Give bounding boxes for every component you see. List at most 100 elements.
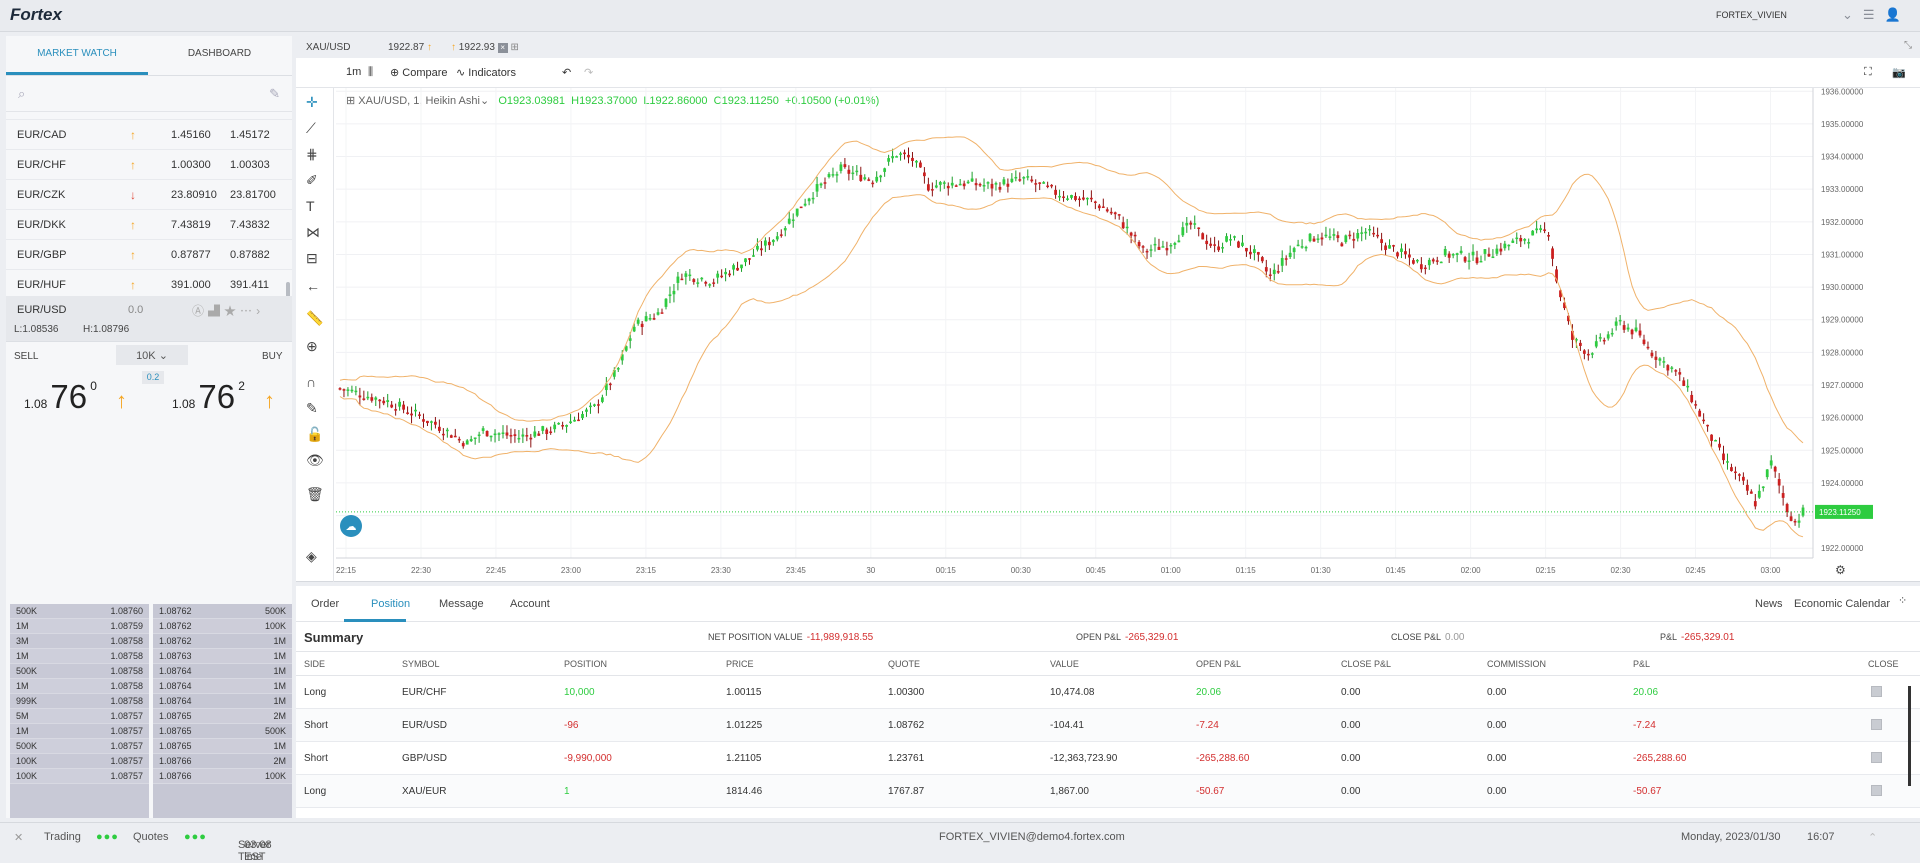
trash-icon[interactable]: 🗑 (306, 486, 324, 502)
watchlist-bid[interactable]: 391.000 (171, 279, 211, 291)
column-header[interactable]: POSITION (564, 659, 608, 669)
watchlist-scrollbar[interactable] (286, 282, 290, 296)
position-row[interactable]: Short EUR/USD -96 1.01225 1.08762 -104.41 -7.2… (296, 709, 1920, 742)
order-book-bid-row[interactable]: 500K 1.08757 (10, 739, 149, 754)
grid-menu-icon[interactable]: ⁘ (1898, 595, 1908, 607)
watchlist-bid[interactable]: 1.00300 (171, 159, 211, 171)
order-book-ask-row[interactable]: 1.08764 1M (153, 694, 292, 709)
buy-price-button[interactable]: 1.08 76 2 (172, 378, 245, 416)
watchlist-bid[interactable]: 1.45160 (171, 129, 211, 141)
order-book-bid-row[interactable]: 500K 1.08758 (10, 664, 149, 679)
column-header[interactable]: OPEN P&L (1196, 659, 1242, 669)
close-position-icon[interactable] (1871, 719, 1882, 730)
fib-icon[interactable]: ⋕ (306, 146, 318, 162)
column-header[interactable]: CLOSE P&L (1341, 659, 1392, 669)
eye-icon[interactable]: 👁 (306, 452, 324, 468)
redo-icon[interactable]: ↷ (584, 67, 594, 79)
layers-icon[interactable]: ◈ (306, 548, 317, 564)
watchlist-ask[interactable]: 0.87882 (230, 249, 270, 261)
lock-icon[interactable]: 🔓 (306, 426, 324, 442)
watchlist-row[interactable]: EUR/GBP ↑ 0.87877 0.87882 (6, 240, 292, 270)
chevron-up-icon[interactable]: ⌃ (1868, 832, 1878, 844)
sell-price-button[interactable]: 1.08 76 0 (24, 378, 97, 416)
watchlist-row[interactable]: EUR/CHF ↑ 1.00300 1.00303 (6, 150, 292, 180)
watchlist-row[interactable]: EUR/AUD↑1.537071.53716 (6, 112, 292, 120)
camera-icon[interactable]: 📷 (1892, 67, 1906, 79)
back-arrow-icon[interactable]: ← (306, 278, 320, 294)
position-row[interactable]: Long XAU/EUR 1 1814.46 1767.87 1,867.00 -50.67… (296, 775, 1920, 808)
news-link[interactable]: News (1755, 598, 1783, 610)
close-tab-icon[interactable]: × (497, 43, 508, 53)
order-book-bid-row[interactable]: 100K 1.08757 (10, 769, 149, 784)
user-name[interactable]: FORTEX_VIVIEN (1716, 10, 1787, 20)
order-book-bid-row[interactable]: 100K 1.08757 (10, 754, 149, 769)
text-icon[interactable]: T (306, 198, 315, 214)
chevron-right-icon[interactable]: › (256, 304, 265, 318)
order-book-bid-row[interactable]: 500K 1.08760 (10, 604, 149, 619)
crosshair-icon[interactable]: ✛ (306, 94, 318, 110)
order-book-ask-row[interactable]: 1.08764 1M (153, 679, 292, 694)
chevron-down-icon[interactable]: ⌄ (1842, 7, 1853, 22)
settings-gear-icon[interactable]: ⚙ (1835, 563, 1846, 577)
search-icon[interactable]: ⌕ (18, 85, 26, 101)
order-book-bid-row[interactable]: 5M 1.08757 (10, 709, 149, 724)
lot-size-select[interactable]: 10K ⌄ (116, 345, 188, 365)
order-book-ask-row[interactable]: 1.08762 1M (153, 634, 292, 649)
order-book-ask-row[interactable]: 1.08766 100K (153, 769, 292, 784)
close-position-icon[interactable] (1871, 752, 1882, 763)
legend-symbol[interactable]: XAU/USD, 1, Heikin Ashi (358, 95, 480, 107)
order-book-ask-row[interactable]: 1.08765 500K (153, 724, 292, 739)
tab-message[interactable]: Message (439, 598, 484, 610)
star-icon[interactable]: ★ (224, 304, 241, 318)
close-position-icon[interactable] (1871, 785, 1882, 796)
column-header[interactable]: PRICE (726, 659, 754, 669)
watchlist-ask[interactable]: 23.81700 (230, 189, 276, 201)
column-header[interactable]: SIDE (304, 659, 326, 669)
column-header[interactable]: CLOSE (1868, 659, 1899, 669)
add-tab-icon[interactable]: ⊞ (510, 42, 519, 53)
tab-dashboard[interactable]: DASHBOARD (148, 36, 291, 75)
order-book-bid-row[interactable]: 3M 1.08758 (10, 634, 149, 649)
column-header[interactable]: VALUE (1050, 659, 1079, 669)
trendline-icon[interactable]: ⟋ (306, 120, 316, 136)
interval-button[interactable]: 1m (346, 66, 362, 78)
watchlist-bid[interactable]: 23.80910 (171, 189, 217, 201)
watchlist-row[interactable]: EUR/HUF ↑ 391.000 391.411 (6, 270, 292, 296)
order-book-bid-row[interactable]: 1M 1.08759 (10, 619, 149, 634)
order-book-bid-row[interactable]: 1M 1.08757 (10, 724, 149, 739)
expand-panel-icon[interactable]: ⤡ (1904, 40, 1912, 51)
order-book-bid-row[interactable]: 1M 1.08758 (10, 649, 149, 664)
tab-account[interactable]: Account (510, 598, 550, 610)
column-header[interactable]: QUOTE (888, 659, 921, 669)
watchlist-ask[interactable]: 7.43832 (230, 219, 270, 231)
position-row[interactable]: Long EUR/CHF 10,000 1.00115 1.00300 10,474.08… (296, 676, 1920, 709)
pattern-icon[interactable]: ⋈ (306, 224, 320, 240)
order-book-ask-row[interactable]: 1.08766 2M (153, 754, 292, 769)
prediction-icon[interactable]: ⊟ (306, 250, 318, 266)
tab-market-watch[interactable]: MARKET WATCH (6, 36, 148, 75)
fullscreen-icon[interactable]: ⛶ (1864, 66, 1872, 78)
watchlist-row[interactable]: EUR/DKK ↑ 7.43819 7.43832 (6, 210, 292, 240)
user-icon[interactable]: 👤 (1884, 7, 1901, 22)
order-book-bid-row[interactable]: 999K 1.08758 (10, 694, 149, 709)
zoom-in-icon[interactable]: ⊕ (306, 338, 318, 354)
alert-icon[interactable]: Ⓐ (192, 304, 209, 318)
edit-icon[interactable]: ✎ (269, 85, 280, 101)
add-symbol-icon[interactable]: ⊞ (346, 95, 356, 107)
selected-symbol-row[interactable]: EUR/USD 0.0 L:1.08536 H:1.08796 Ⓐ▟★⋯› (6, 296, 292, 342)
price-chart[interactable]: 1936.00000 1935.00000 1934.00000 1933.00000… (336, 88, 1920, 582)
tab-position[interactable]: Position (371, 598, 411, 610)
brush-icon[interactable]: ✐ (306, 172, 318, 188)
economic-calendar-link[interactable]: Economic Calendar (1794, 598, 1890, 610)
more-icon[interactable]: ⋯ (240, 304, 257, 318)
compare-button[interactable]: ⊕ Compare (390, 66, 448, 79)
disconnect-icon[interactable]: ✕ (14, 832, 24, 844)
order-book-ask-row[interactable]: 1.08762 500K (153, 604, 292, 619)
order-book-ask-row[interactable]: 1.08762 100K (153, 619, 292, 634)
column-header[interactable]: SYMBOL (402, 659, 440, 669)
column-header[interactable]: P&L (1633, 659, 1651, 669)
ruler-icon[interactable]: 📏 (306, 310, 324, 326)
order-book-bid-row[interactable]: 1M 1.08758 (10, 679, 149, 694)
cloud-save-icon[interactable] (340, 515, 362, 537)
watchlist-ask[interactable]: 1.00303 (230, 159, 270, 171)
